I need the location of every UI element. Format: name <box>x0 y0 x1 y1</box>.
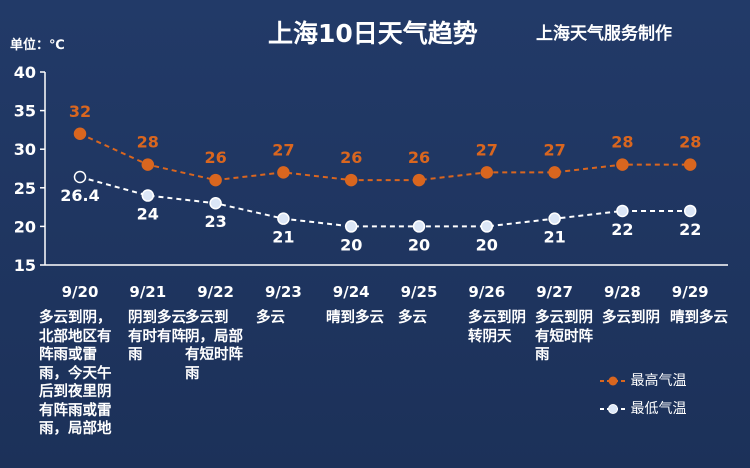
weather-description: 多云到阴有短时阵雨 <box>535 310 593 363</box>
low-temp-point <box>344 220 358 233</box>
weather-description: 多云 <box>256 310 285 326</box>
legend-low: 最低气温 <box>600 398 686 418</box>
x-tick-label: 9/25 <box>400 283 438 301</box>
low-temp-label: 22 <box>679 220 701 239</box>
low-temp-label: 24 <box>137 205 159 224</box>
high-temp-label: 26 <box>340 148 362 167</box>
legend-high-label: 最高气温 <box>630 373 687 389</box>
weather-description: 阴到多云有时有阵雨 <box>128 310 186 363</box>
weather-description: 多云到阴，北部地区有阵雨或雷雨，今天午后到夜里阴有阵雨或雷雨，局部地 <box>39 310 112 437</box>
high-temp-label: 26 <box>408 148 430 167</box>
weather-description: 晴到多云 <box>326 310 384 326</box>
x-tick-label: 9/27 <box>536 283 573 301</box>
low-temp-line <box>79 176 691 228</box>
high-temp-point <box>73 127 87 141</box>
low-temp-label: 21 <box>543 228 565 247</box>
low-temp-point <box>480 220 494 233</box>
high-temp-point <box>277 166 290 179</box>
weather-description: 多云到阴转阴天 <box>468 310 526 345</box>
weather-description: 多云 <box>398 310 427 326</box>
x-tick-label: 9/29 <box>671 283 709 301</box>
y-tick-label: 20 <box>14 217 36 236</box>
x-tick-label: 9/28 <box>603 283 641 301</box>
low-temp-label: 21 <box>272 228 294 247</box>
high-temp-label: 27 <box>476 140 498 159</box>
legend-low-label: 最低气温 <box>630 401 687 417</box>
x-tick-label: 9/26 <box>468 283 506 301</box>
x-tick-label: 9/23 <box>264 283 302 301</box>
high-temp-point <box>209 173 222 187</box>
high-temp-line <box>79 132 691 182</box>
high-temp-point <box>616 158 629 171</box>
legend-high-marker <box>600 376 626 386</box>
y-tick-label: 40 <box>14 63 36 82</box>
unit-label: 单位：℃ <box>10 38 65 53</box>
high-temp-label: 32 <box>69 102 91 121</box>
source-label: 上海天气服务制作 <box>536 24 672 44</box>
low-temp-label: 22 <box>611 220 633 239</box>
low-temp-point <box>277 212 290 225</box>
low-temp-point <box>141 189 155 202</box>
low-temp-point <box>683 204 697 218</box>
low-temp-label: 20 <box>408 235 430 254</box>
low-temp-point <box>548 212 561 225</box>
high-temp-point <box>548 166 561 179</box>
low-temp-label: 23 <box>204 212 226 231</box>
legend-low-marker <box>600 404 626 414</box>
low-temp-label: 20 <box>340 235 362 254</box>
high-temp-label: 28 <box>611 133 633 152</box>
low-temp-point <box>412 220 426 233</box>
high-temp-label: 26 <box>204 148 226 167</box>
weather-description: 晴到多云 <box>670 310 728 326</box>
high-temp-label: 27 <box>543 140 565 159</box>
low-temp-point <box>209 196 222 210</box>
weather-description: 多云到阴，局部有短时阵雨 <box>185 310 243 382</box>
chart-title: 上海10日天气趋势 <box>268 19 478 48</box>
weather-description: 多云到阴 <box>602 310 660 326</box>
low-temp-label: 20 <box>476 235 498 254</box>
low-temp-point <box>73 170 87 184</box>
x-tick-label: 9/21 <box>129 283 167 301</box>
y-tick-label: 15 <box>14 256 36 275</box>
low-temp-label: 26.4 <box>60 186 99 205</box>
x-tick-label: 9/22 <box>197 283 234 301</box>
high-temp-label: 28 <box>137 133 159 152</box>
high-temp-point <box>412 173 426 187</box>
high-temp-point <box>480 166 494 179</box>
high-temp-label: 27 <box>272 140 294 159</box>
y-tick-label: 30 <box>14 140 36 159</box>
legend-high: 最高气温 <box>600 370 686 390</box>
high-temp-label: 28 <box>679 133 701 152</box>
x-tick-label: 9/24 <box>332 283 370 301</box>
high-temp-point <box>141 158 155 171</box>
y-tick-label: 25 <box>14 179 36 198</box>
y-tick-label: 35 <box>14 102 36 121</box>
x-tick-label: 9/20 <box>61 283 99 301</box>
low-temp-point <box>616 204 629 218</box>
high-temp-point <box>683 158 697 171</box>
high-temp-point <box>344 173 358 187</box>
